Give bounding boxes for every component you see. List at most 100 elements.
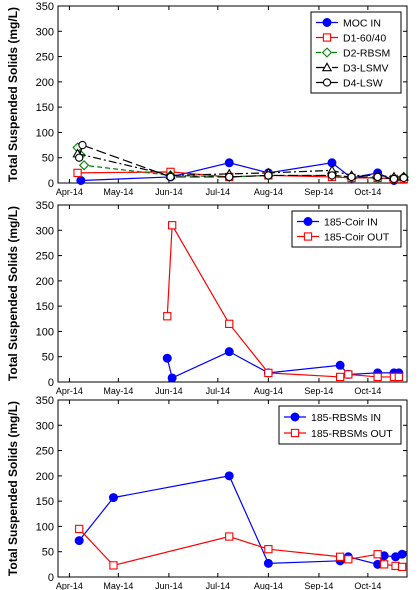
data-point	[394, 372, 403, 382]
x-tick-label: Apr-14	[56, 187, 83, 197]
y-tick-label: 50	[42, 153, 54, 165]
data-point	[225, 532, 234, 541]
data-point	[397, 549, 407, 559]
x-tick-label: Jun-14	[155, 187, 183, 197]
chart-panel-1: 0 50 100 150 200 250 300 350 Apr-14 May-14 Jun-14 J…	[6, 1, 409, 197]
y-tick-label: 350	[36, 1, 54, 13]
y-tick-label: 200	[36, 276, 54, 288]
y-axis-label: Total Suspended Solids (mg/L)	[6, 7, 20, 182]
x-tick-label: Jun-14	[155, 386, 183, 396]
y-tick-label: 300	[36, 420, 54, 432]
data-point	[373, 372, 382, 382]
legend-label: 185-Coir OUT	[324, 232, 390, 244]
legend-marker	[303, 217, 313, 226]
legend-label: D1-60/40	[343, 33, 386, 45]
chart-panel-2: 0 50 100 150 200 250 300 350 Apr-14 May-14 Jun-14 J…	[6, 200, 408, 396]
series-2	[163, 221, 403, 382]
legend-label: D2-RBSM	[343, 48, 390, 60]
series-2	[75, 524, 407, 572]
y-tick-label: 100	[36, 521, 54, 533]
series-5	[75, 140, 408, 184]
data-point	[373, 172, 382, 182]
legend-marker	[303, 232, 313, 241]
legend-label: 185-Coir IN	[324, 217, 378, 229]
data-point	[167, 373, 177, 383]
legend-marker	[321, 62, 333, 72]
y-tick-label: 150	[36, 301, 54, 313]
y-tick-label: 250	[36, 251, 54, 263]
legend-marker	[290, 412, 300, 422]
data-point	[389, 174, 399, 184]
data-point	[335, 360, 345, 370]
data-point	[74, 536, 84, 546]
data-point	[224, 347, 234, 357]
x-tick-label: Oct-14	[354, 386, 381, 396]
y-tick-label: 250	[36, 446, 54, 458]
legend-label: D3-LSMV	[343, 63, 389, 75]
y-tick-label: 200	[36, 471, 54, 483]
data-point	[163, 312, 172, 321]
data-point	[344, 555, 353, 564]
legend: 185-Coir IN 185-Coir OUT	[291, 210, 402, 248]
y-tick-label: 300	[36, 26, 54, 38]
x-tick-label: Sep-14	[304, 581, 333, 590]
series-line	[78, 144, 404, 180]
data-point	[263, 558, 273, 568]
y-tick-label: 150	[36, 496, 54, 508]
data-point	[224, 158, 234, 168]
data-point	[76, 175, 86, 185]
x-tick-label: Jul-14	[206, 581, 231, 590]
y-tick-label: 50	[42, 352, 54, 364]
x-tick-label: Jul-14	[206, 386, 231, 396]
legend-label: MOC IN	[343, 18, 381, 30]
y-tick-label: 100	[36, 326, 54, 338]
legend-label: 185-RBSMs OUT	[311, 428, 393, 440]
x-tick-label: Oct-14	[354, 187, 381, 197]
data-point	[327, 171, 337, 180]
chart-panel-3: 0 50 100 150 200 250 300 350 Apr-14 May-14 Jun-14 J…	[6, 395, 408, 590]
y-tick-label: 200	[36, 77, 54, 89]
x-tick-label: Sep-14	[304, 187, 333, 197]
y-axis-label: Total Suspended Solids (mg/L)	[6, 206, 20, 381]
x-tick-label: Jun-14	[155, 581, 183, 590]
legend: 185-RBSMs IN 185-RBSMs OUT	[278, 405, 402, 445]
data-point	[344, 370, 353, 379]
data-point	[225, 319, 234, 328]
legend-label: D4-LSW	[343, 78, 383, 90]
data-point	[168, 221, 177, 230]
data-point	[224, 471, 234, 481]
data-point	[75, 153, 84, 162]
y-tick-label: 100	[36, 127, 54, 139]
data-point	[335, 372, 345, 382]
data-point	[78, 140, 87, 150]
data-point	[162, 353, 172, 363]
x-tick-label: Oct-14	[354, 581, 381, 590]
x-tick-label: May-14	[103, 581, 133, 590]
legend-marker	[322, 33, 332, 42]
legend-marker	[321, 47, 333, 58]
legend-marker	[322, 18, 332, 27]
data-point	[264, 171, 273, 180]
data-point	[347, 172, 356, 182]
x-tick-label: Sep-14	[304, 386, 333, 396]
x-tick-label: Aug-14	[254, 386, 283, 396]
legend: MOC IN D1-60/40 D2-RBSM D3-LSMV D4-LSW	[310, 11, 402, 94]
x-tick-label: May-14	[103, 386, 133, 396]
x-tick-label: Aug-14	[254, 581, 283, 590]
data-point	[78, 160, 90, 171]
y-tick-label: 350	[36, 395, 54, 407]
legend-marker	[322, 78, 332, 87]
data-point	[225, 172, 234, 182]
data-point	[73, 168, 82, 178]
data-point	[380, 560, 389, 569]
data-point	[373, 550, 382, 559]
legend-label: 185-RBSMs IN	[311, 412, 381, 424]
data-point	[264, 368, 273, 378]
data-point	[397, 562, 407, 572]
x-tick-label: Apr-14	[56, 581, 83, 590]
data-point	[109, 561, 118, 570]
y-tick-label: 0	[48, 572, 54, 584]
y-tick-label: 250	[36, 52, 54, 64]
y-axis-label: Total Suspended Solids (mg/L)	[6, 401, 20, 576]
legend-box	[291, 210, 402, 248]
